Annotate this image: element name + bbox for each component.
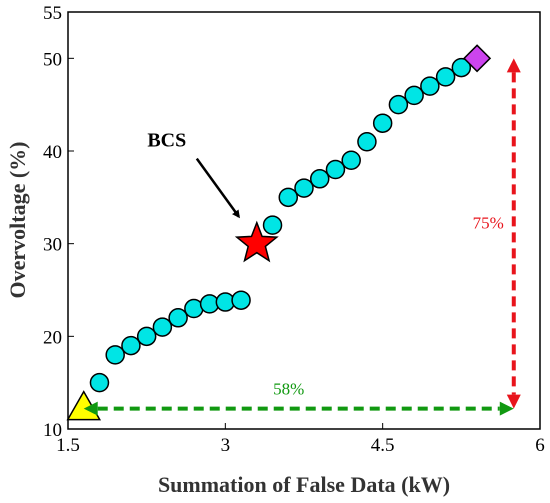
data-points: [66, 44, 492, 421]
annotations: 75% 58% BCS: [83, 58, 521, 416]
data-point: [451, 57, 472, 78]
data-point: [357, 131, 377, 152]
data-point: [309, 169, 330, 189]
x-axis-label: Summation of False Data (kW): [158, 472, 450, 497]
data-point: [89, 372, 110, 393]
y-axis-label: Overvoltage (%): [5, 142, 30, 299]
data-point: [105, 345, 125, 365]
y-tick-label: 40: [43, 142, 62, 163]
bcs-arrow: [195, 157, 240, 219]
data-point: [136, 326, 157, 347]
data-point: [435, 67, 456, 87]
y-tick-label: 50: [43, 49, 62, 70]
vertical-arrow-75: 75%: [473, 58, 521, 409]
plot-area: [67, 11, 541, 430]
data-point: [294, 178, 314, 198]
data-point: [278, 187, 299, 208]
y-tick-label: 20: [43, 327, 62, 348]
data-point: [372, 113, 393, 133]
data-point: [341, 150, 361, 171]
bcs-annotation: BCS: [147, 130, 240, 219]
vertical-arrow-75-head: [506, 394, 521, 409]
x-tick-label: 4.5: [371, 435, 395, 456]
data-point: [420, 76, 440, 96]
horizontal-arrow-58-head: [83, 401, 98, 416]
x-tick-label: 1.5: [56, 435, 80, 456]
star-marker: [234, 220, 279, 263]
data-point: [121, 335, 141, 356]
data-point: [404, 85, 424, 106]
diamond-marker: [463, 44, 492, 73]
data-point: [231, 290, 251, 310]
pct-label-75: 75%: [473, 213, 504, 232]
vertical-arrow-75-head: [506, 58, 521, 73]
horizontal-arrow-58-head: [499, 401, 514, 416]
pct-label-58: 58%: [273, 380, 304, 399]
x-tick-label: 3: [221, 435, 231, 456]
y-tick-label: 55: [43, 3, 62, 24]
horizontal-arrow-58: 58%: [83, 380, 514, 416]
x-tick-label: 6: [535, 435, 545, 456]
data-point: [168, 308, 188, 328]
data-point: [152, 317, 173, 337]
data-point: [325, 159, 346, 180]
bcs-label: BCS: [147, 130, 186, 152]
data-point: [262, 215, 283, 235]
y-tick-label: 30: [43, 235, 62, 256]
axis-ticks: 1.5 3 4.5 6 10 20 30 40 50 55: [43, 3, 545, 456]
y-tick-label: 10: [43, 420, 62, 441]
data-point: [388, 94, 409, 115]
